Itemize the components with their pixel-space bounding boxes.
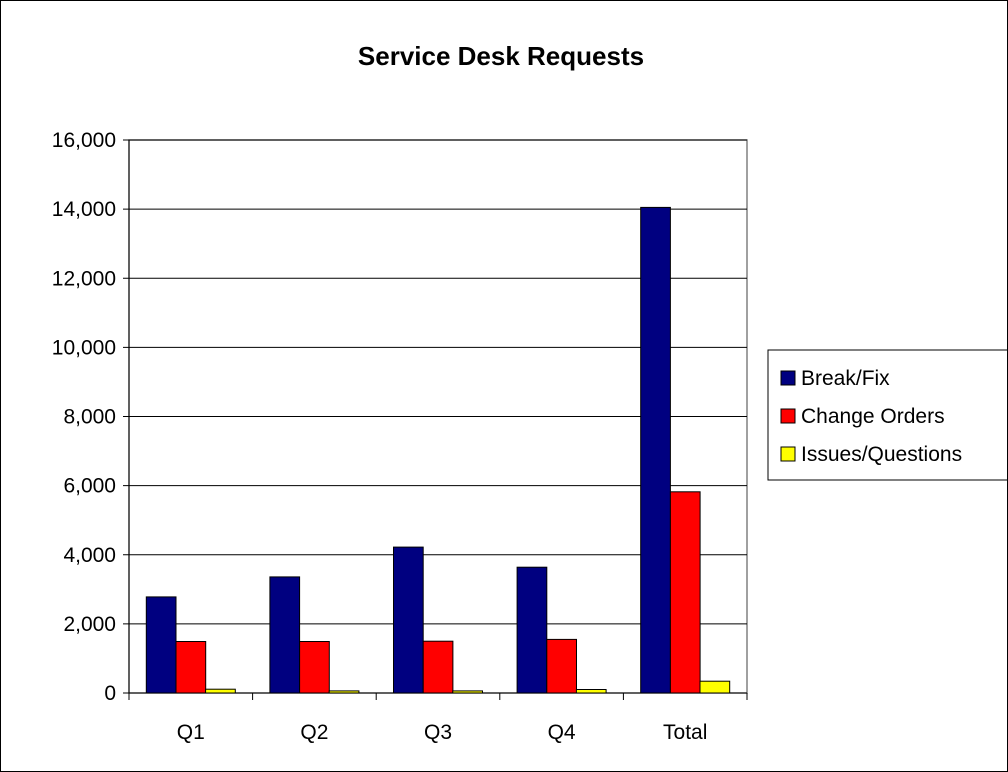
y-tick-label: 12,000: [52, 267, 116, 290]
bars: [145, 206, 731, 694]
y-tick-label: 6,000: [63, 475, 116, 498]
legend: Break/Fix Change Orders Issues/Questions: [767, 349, 1007, 481]
x-tick-label: Q1: [177, 721, 205, 744]
legend-label: Change Orders: [801, 405, 945, 428]
axes: 0 2,000 4,000 6,000 8,000 10,000 12,000 14,000 1…: [52, 129, 748, 744]
legend-swatch: [780, 446, 796, 462]
legend-label: Issues/Questions: [801, 443, 962, 466]
x-tick-label: Q2: [300, 721, 328, 744]
y-tick-label: 0: [104, 682, 116, 705]
bar: [640, 206, 671, 694]
x-tick-label: Q4: [548, 721, 576, 744]
bar: [299, 641, 330, 694]
legend-box: [767, 349, 1007, 481]
y-tick-label: 14,000: [52, 198, 116, 221]
y-tick-label: 4,000: [63, 544, 116, 567]
bar: [699, 680, 731, 694]
x-tick-label: Total: [663, 721, 707, 744]
y-tick-label: 10,000: [52, 336, 116, 359]
legend-swatch: [780, 408, 796, 424]
bar: [575, 689, 607, 694]
bar: [205, 688, 236, 694]
y-tick-label: 8,000: [63, 406, 116, 429]
legend-label: Break/Fix: [801, 367, 890, 390]
y-tick-label: 16,000: [52, 129, 116, 152]
bar: [669, 491, 701, 694]
bar: [175, 641, 207, 694]
y-tick-label: 2,000: [63, 613, 116, 636]
bar: [269, 576, 301, 694]
bar: [422, 640, 454, 694]
bar: [393, 546, 424, 694]
bar: [145, 596, 177, 694]
x-tick-label: Q3: [424, 721, 452, 744]
legend-swatch: [780, 370, 796, 386]
chart-title: Service Desk Requests: [358, 41, 644, 71]
bar: [516, 566, 548, 694]
bar: [546, 638, 577, 694]
